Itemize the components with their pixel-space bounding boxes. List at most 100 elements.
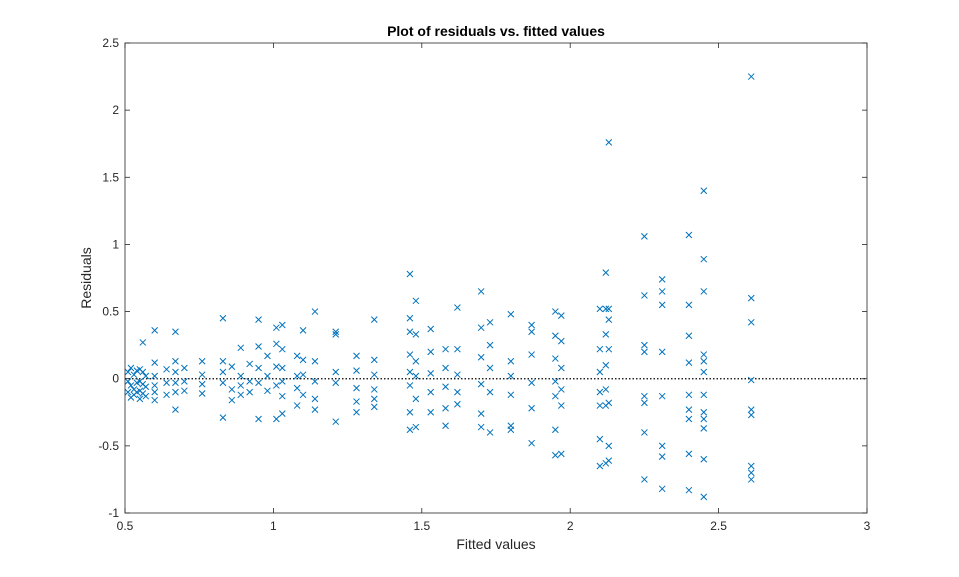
- data-point-marker: [181, 387, 188, 395]
- data-point-marker: [299, 356, 307, 364]
- data-point-marker: [124, 388, 132, 396]
- data-point-marker: [552, 451, 559, 459]
- data-point-marker: [228, 396, 236, 404]
- data-point-marker: [700, 255, 708, 263]
- data-point-marker: [406, 328, 414, 336]
- data-point-marker: [596, 462, 604, 470]
- data-point-marker: [255, 316, 262, 323]
- data-point-marker: [747, 411, 755, 419]
- data-point-marker: [602, 386, 610, 393]
- data-point-marker: [311, 308, 319, 315]
- data-point-marker: [486, 364, 494, 372]
- data-point-marker: [528, 328, 535, 336]
- data-point-marker: [507, 357, 515, 365]
- data-point-marker: [427, 325, 435, 333]
- data-point-marker: [700, 408, 708, 416]
- x-tick-label: 1.5: [413, 519, 430, 533]
- data-point-marker: [172, 379, 179, 387]
- data-point-marker: [700, 357, 708, 365]
- data-point-marker: [605, 316, 613, 323]
- chart-title: Plot of residuals vs. fitted values: [387, 23, 605, 39]
- data-point-marker: [151, 388, 159, 396]
- data-point-marker: [658, 442, 666, 450]
- data-point-marker: [507, 426, 515, 434]
- data-point-marker: [641, 348, 648, 356]
- data-point-marker: [605, 399, 613, 407]
- data-point-marker: [552, 308, 559, 315]
- data-point-marker: [353, 384, 360, 392]
- data-point-marker: [477, 353, 485, 361]
- data-point-marker: [528, 379, 535, 387]
- data-point-marker: [172, 368, 179, 376]
- y-tick-label: 0: [112, 372, 119, 386]
- data-point-marker: [412, 423, 420, 431]
- data-point-marker: [477, 288, 485, 295]
- data-point-marker: [454, 400, 461, 408]
- data-point-marker: [747, 469, 755, 477]
- data-point-marker: [255, 379, 262, 387]
- data-point-marker: [602, 269, 610, 276]
- data-point-marker: [198, 380, 206, 388]
- data-point-marker: [528, 404, 535, 412]
- data-point-marker: [596, 368, 604, 376]
- x-tick-label: 2: [567, 519, 574, 533]
- data-point-marker: [151, 327, 159, 334]
- data-point-marker: [486, 318, 494, 326]
- data-point-marker: [658, 392, 666, 400]
- data-point-marker: [477, 410, 485, 417]
- data-point-marker: [278, 378, 286, 385]
- y-axis-label: Residuals: [78, 247, 94, 308]
- data-point-marker: [219, 314, 227, 322]
- data-point-marker: [507, 310, 515, 318]
- data-point-marker: [151, 372, 159, 380]
- data-point-marker: [700, 288, 708, 295]
- data-point-marker: [228, 363, 236, 370]
- data-point-marker: [605, 442, 613, 450]
- data-point-marker: [641, 341, 648, 349]
- data-point-marker: [370, 403, 378, 411]
- data-point-marker: [747, 476, 755, 483]
- data-point-marker: [299, 371, 307, 379]
- data-point-marker: [602, 331, 610, 338]
- data-point-marker: [353, 398, 360, 405]
- data-point-marker: [332, 368, 340, 376]
- data-point-marker: [311, 406, 319, 413]
- y-tick-label: 2.5: [102, 36, 119, 50]
- data-point-marker: [246, 388, 254, 396]
- data-point-marker: [552, 332, 559, 340]
- data-point-marker: [278, 345, 286, 353]
- data-point-marker: [293, 402, 301, 409]
- data-point-marker: [552, 378, 559, 385]
- data-point-marker: [442, 422, 449, 430]
- data-point-marker: [299, 391, 307, 399]
- data-point-marker: [255, 343, 262, 350]
- data-point-marker: [139, 368, 147, 376]
- data-point-marker: [172, 388, 179, 396]
- data-point-marker: [596, 402, 604, 409]
- data-point-marker: [605, 345, 613, 353]
- y-tick-label: 2: [112, 103, 119, 117]
- data-point-marker: [172, 328, 179, 336]
- data-point-marker: [442, 364, 449, 372]
- data-point-marker: [370, 395, 378, 403]
- data-point-marker: [641, 233, 648, 240]
- data-point-marker: [641, 429, 648, 436]
- data-point-marker: [658, 301, 666, 309]
- data-point-marker: [427, 408, 435, 416]
- data-point-marker: [685, 450, 693, 458]
- data-point-marker: [700, 351, 708, 358]
- data-point-marker: [130, 371, 138, 379]
- data-point-marker: [311, 378, 319, 385]
- data-point-marker: [412, 297, 420, 305]
- data-point-marker: [127, 364, 135, 372]
- data-point-marker: [557, 364, 565, 372]
- data-point-marker: [332, 418, 340, 426]
- data-point-marker: [198, 371, 206, 379]
- data-point-marker: [142, 372, 150, 380]
- data-point-marker: [747, 294, 755, 302]
- data-point-marker: [293, 384, 301, 392]
- data-point-marker: [641, 476, 648, 483]
- data-point-marker: [486, 341, 494, 349]
- data-point-marker: [228, 386, 236, 393]
- data-point-marker: [139, 339, 147, 346]
